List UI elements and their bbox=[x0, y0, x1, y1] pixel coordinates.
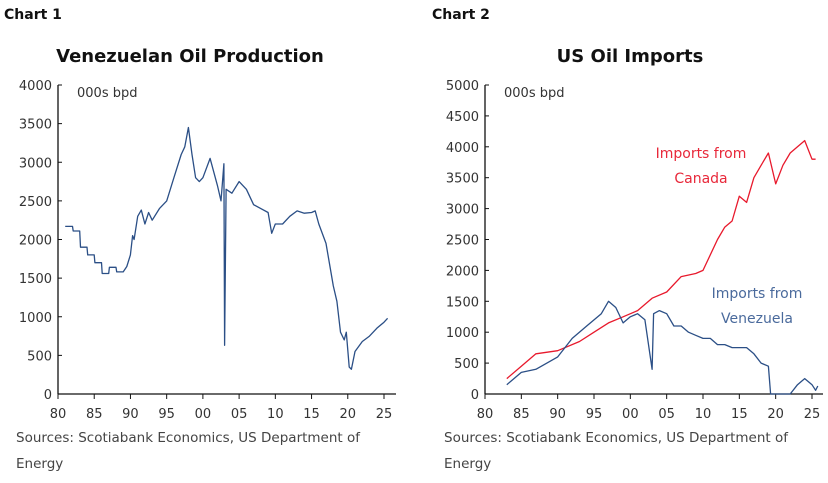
x-tick-label: 20 bbox=[767, 407, 784, 422]
x-tick-label: 95 bbox=[158, 407, 175, 422]
x-tick-label: 80 bbox=[477, 407, 494, 422]
canada-series-label-line-1: Imports from bbox=[656, 146, 747, 162]
venezuela-series-label-line-1: Imports from bbox=[712, 286, 803, 302]
y-tick-label: 1000 bbox=[446, 326, 479, 341]
x-tick-label: 20 bbox=[340, 407, 357, 422]
y-tick-label: 3500 bbox=[446, 172, 479, 187]
y-tick-label: 1000 bbox=[19, 311, 52, 326]
chart-2: Chart 2 US Oil Imports 000s bpd 05001000… bbox=[432, 7, 823, 472]
y-tick-label: 1500 bbox=[446, 295, 479, 310]
chart-2-title: US Oil Imports bbox=[557, 46, 704, 67]
y-tick-label: 2500 bbox=[19, 195, 52, 210]
x-tick-label: 10 bbox=[267, 407, 284, 422]
y-tick-label: 2000 bbox=[446, 264, 479, 279]
x-tick-label: 25 bbox=[804, 407, 821, 422]
canada-series-label-line-2: Canada bbox=[674, 171, 727, 187]
y-tick-label: 3000 bbox=[446, 203, 479, 218]
x-tick-label: 85 bbox=[513, 407, 530, 422]
x-tick-label: 85 bbox=[86, 407, 103, 422]
series-line-0-0 bbox=[65, 126, 389, 370]
y-tick-label: 4000 bbox=[19, 79, 52, 94]
y-tick-label: 3000 bbox=[19, 156, 52, 171]
chart-1-title: Venezuelan Oil Production bbox=[56, 46, 324, 67]
chart-1-source-line-1: Sources: Scotiabank Economics, US Depart… bbox=[16, 430, 361, 446]
chart-1-unit-label: 000s bpd bbox=[77, 86, 137, 101]
series-line-imports-from-canada bbox=[506, 139, 816, 380]
y-tick-label: 500 bbox=[27, 349, 52, 364]
y-tick-label: 5000 bbox=[446, 79, 479, 94]
y-tick-label: 1500 bbox=[19, 272, 52, 287]
series-line-imports-from-venezuela bbox=[506, 300, 819, 395]
chart-2-plot: 0500100015002000250030003500400045005000… bbox=[446, 79, 823, 422]
chart-1: Chart 1 Venezuelan Oil Production 000s b… bbox=[4, 7, 396, 472]
x-tick-label: 80 bbox=[50, 407, 67, 422]
y-tick-label: 2500 bbox=[446, 234, 479, 249]
y-tick-label: 0 bbox=[471, 388, 479, 403]
x-tick-label: 90 bbox=[549, 407, 566, 422]
chart-1-label: Chart 1 bbox=[4, 7, 62, 23]
venezuela-series-label-line-2: Venezuela bbox=[721, 311, 793, 327]
x-tick-label: 00 bbox=[622, 407, 639, 422]
chart-2-unit-label: 000s bpd bbox=[504, 86, 564, 101]
x-tick-label: 15 bbox=[731, 407, 748, 422]
x-tick-label: 00 bbox=[195, 407, 212, 422]
y-tick-label: 3500 bbox=[19, 118, 52, 133]
y-tick-label: 0 bbox=[44, 388, 52, 403]
y-tick-label: 4500 bbox=[446, 110, 479, 125]
x-tick-label: 25 bbox=[376, 407, 393, 422]
x-tick-label: 05 bbox=[658, 407, 675, 422]
chart-2-source-line-1: Sources: Scotiabank Economics, US Depart… bbox=[444, 430, 789, 446]
chart-2-source-line-2: Energy bbox=[444, 456, 491, 472]
x-tick-label: 15 bbox=[303, 407, 320, 422]
chart-2-label: Chart 2 bbox=[432, 7, 490, 23]
y-tick-label: 2000 bbox=[19, 234, 52, 249]
x-tick-label: 10 bbox=[695, 407, 712, 422]
x-tick-label: 05 bbox=[231, 407, 248, 422]
x-tick-label: 90 bbox=[122, 407, 139, 422]
x-tick-label: 95 bbox=[586, 407, 603, 422]
y-tick-label: 500 bbox=[454, 357, 479, 372]
chart-1-source-line-2: Energy bbox=[16, 456, 63, 472]
y-tick-label: 4000 bbox=[446, 141, 479, 156]
